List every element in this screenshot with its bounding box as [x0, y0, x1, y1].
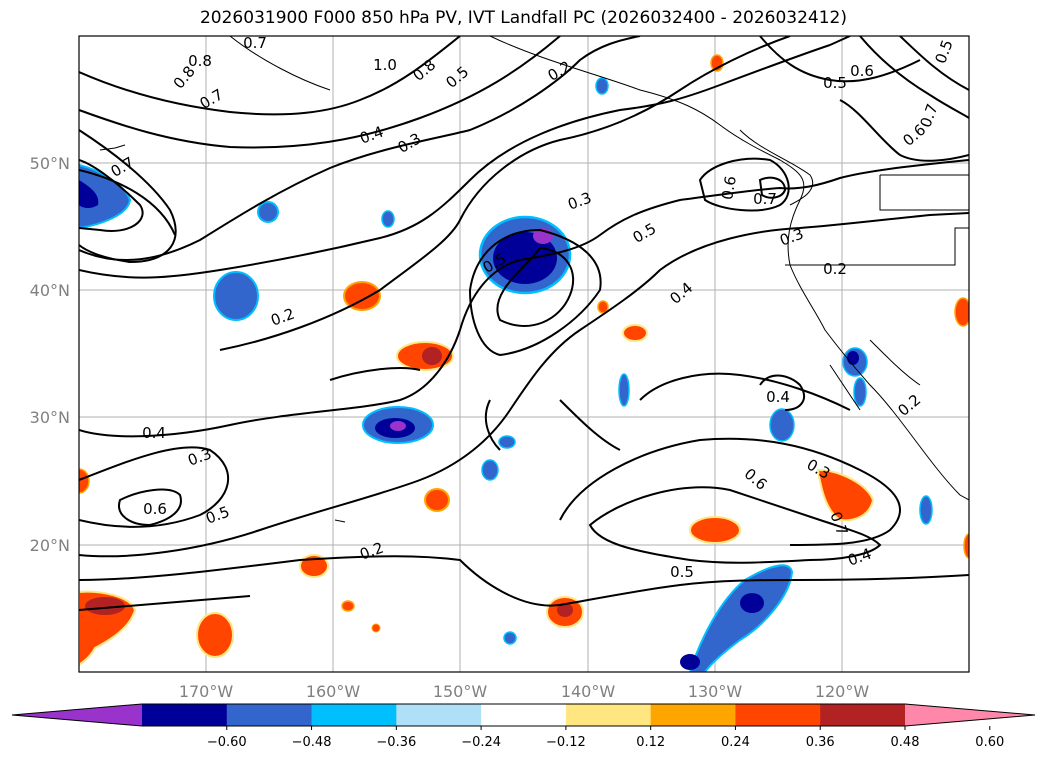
colorbar-segment: [565, 704, 652, 726]
colorbar-segment: [735, 704, 821, 726]
lat-label: 30°N: [30, 408, 70, 427]
contour-label: 0.4: [142, 424, 166, 442]
map-area: [79, 36, 969, 672]
colorbar-segment: [226, 704, 313, 726]
positive-pv-regions: [79, 54, 969, 667]
lat-label: 20°N: [30, 536, 70, 555]
colorbar-tick-label: −0.12: [546, 735, 586, 750]
lat-label: 50°N: [30, 154, 70, 173]
colorbar-tick-label: 0.60: [975, 735, 1004, 750]
colorbar-segment: [650, 704, 736, 726]
colorbar-segment: [311, 704, 397, 726]
contour-label: 0.7: [753, 190, 777, 208]
negative-pv-regions: [79, 77, 933, 672]
lon-label: 120°W: [815, 682, 870, 701]
colorbar-segment: [481, 704, 567, 726]
colorbar-tick-labels: −0.60 −0.48 −0.36 −0.24 −0.12 0.12 0.24 0.36 0.4…: [207, 726, 1004, 750]
latitude-labels: 50°N 40°N 30°N 20°N: [30, 154, 70, 555]
lon-label: 130°W: [688, 682, 743, 701]
lon-label: 150°W: [433, 682, 488, 701]
contour-label: 0.7: [243, 34, 267, 52]
colorbar-tick-label: −0.48: [292, 735, 332, 750]
colorbar-tick-label: 0.48: [891, 735, 920, 750]
colorbar-tick-label: −0.36: [376, 735, 416, 750]
contour-label: 0.5: [670, 563, 694, 581]
contour-label: 0.2: [823, 260, 847, 278]
contour-label: 0.5: [823, 74, 847, 92]
graticule: [79, 36, 969, 672]
colorbar: [11, 703, 1036, 727]
lon-label: 140°W: [561, 682, 616, 701]
map-frame: [78, 35, 970, 673]
colorbar-extend-min: [12, 704, 142, 726]
colorbar-tick-label: 0.12: [636, 735, 665, 750]
contour-label: 1.0: [373, 56, 397, 74]
map-title: 2026031900 F000 850 hPa PV, IVT Landfall…: [199, 8, 847, 28]
colorbar-tick-label: −0.24: [461, 735, 501, 750]
lon-label: 170°W: [179, 682, 234, 701]
colorbar-tick-label: 0.24: [721, 735, 750, 750]
lon-label: 160°W: [306, 682, 361, 701]
colorbar-tick-label: −0.60: [207, 735, 247, 750]
contour-label: 0.6: [718, 175, 740, 202]
pv-contours: [79, 36, 969, 611]
colorbar-segment: [142, 704, 228, 726]
lat-label: 40°N: [30, 281, 70, 300]
longitude-labels: 170°W 160°W 150°W 140°W 130°W 120°W: [179, 682, 870, 701]
colorbar-segment: [820, 704, 906, 726]
colorbar-tick-label: 0.36: [806, 735, 835, 750]
contour-label: 0.8: [188, 52, 212, 70]
contour-label: 0.6: [850, 62, 874, 80]
contour-label: 0.4: [766, 388, 790, 406]
colorbar-outline: [11, 703, 1036, 727]
contour-label: 0.6: [143, 500, 167, 518]
coastlines: [99, 36, 969, 523]
colorbar-extend-max: [905, 704, 1035, 726]
colorbar-segment: [396, 704, 482, 726]
